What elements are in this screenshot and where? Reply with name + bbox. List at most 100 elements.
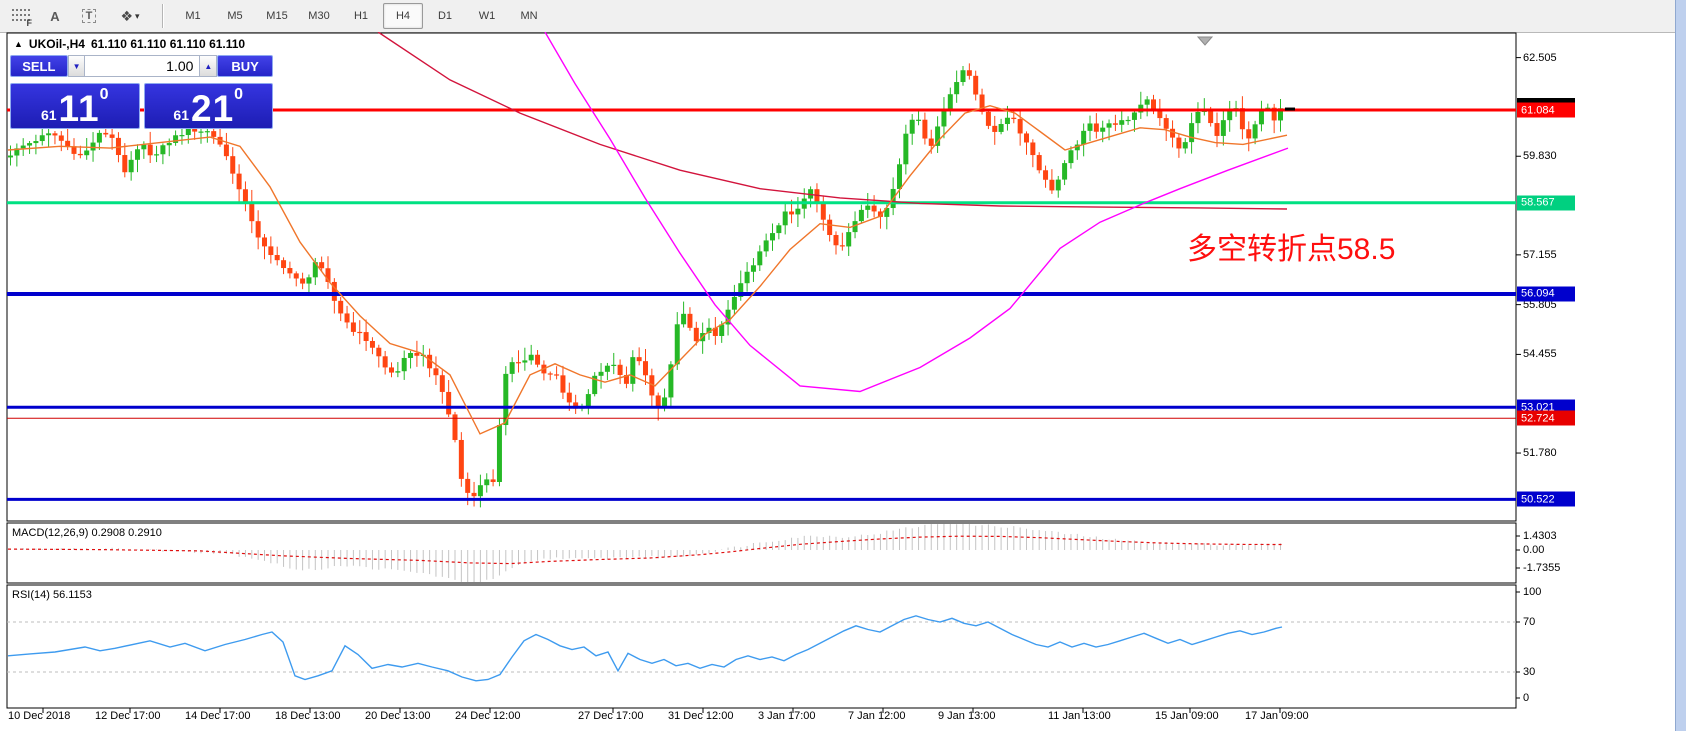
candle-body — [1144, 99, 1150, 105]
candle-body — [1157, 109, 1163, 119]
timeframe-button-w1[interactable]: W1 — [478, 10, 496, 22]
buy-button[interactable]: BUY — [217, 55, 273, 77]
volume-increase-button[interactable]: ▲ — [199, 55, 218, 77]
candle-body — [617, 364, 623, 375]
candle-body — [8, 155, 13, 158]
volume-decrease-button[interactable]: ▼ — [67, 55, 86, 77]
candle-body — [1017, 119, 1023, 134]
time-axis-label[interactable]: 31 Dec 12:00 — [668, 710, 734, 722]
candle-body — [1074, 144, 1080, 151]
candle-body — [960, 70, 966, 83]
candle-body — [46, 133, 52, 136]
toolbar-separator — [162, 4, 164, 28]
candle-body — [1131, 112, 1137, 120]
candle-body — [484, 479, 490, 486]
buy-price-prefix: 61 — [173, 107, 189, 123]
time-axis-label[interactable]: 9 Jan 13:00 — [938, 710, 996, 722]
text-t-icon: T — [81, 9, 97, 23]
buy-price-panel[interactable]: 61 21 0 — [143, 83, 273, 129]
sell-price-sup: 0 — [99, 86, 109, 103]
label-tool-button[interactable]: A — [42, 4, 68, 28]
candle-body — [427, 354, 433, 369]
candle-body — [833, 235, 839, 246]
time-axis-label[interactable]: 12 Dec 17:00 — [95, 710, 161, 722]
timeframe-button-m5[interactable]: M5 — [227, 10, 243, 22]
candle-body — [935, 126, 941, 146]
candle-body — [77, 153, 83, 156]
candle-body — [636, 357, 642, 362]
candle-body — [598, 371, 604, 376]
timeframe-button-h4[interactable]: H4 — [383, 3, 423, 29]
candle-body — [154, 154, 160, 156]
candle-body — [897, 164, 902, 189]
rsi-scale-label: 100 — [1523, 586, 1542, 598]
time-axis-label[interactable]: 3 Jan 17:00 — [758, 710, 816, 722]
time-axis-label[interactable]: 10 Dec 2018 — [8, 710, 71, 722]
candle-body — [14, 148, 20, 156]
candle-body — [312, 262, 318, 278]
time-axis-label[interactable]: 20 Dec 13:00 — [365, 710, 431, 722]
time-axis-label[interactable]: 17 Jan 09:00 — [1245, 710, 1309, 722]
time-axis-label[interactable]: 27 Dec 17:00 — [578, 710, 644, 722]
candle-body — [293, 273, 299, 279]
candle-body — [1214, 123, 1220, 136]
candle-body — [490, 479, 496, 482]
time-axis-label[interactable]: 14 Dec 17:00 — [185, 710, 251, 722]
chart-area[interactable]: ▲ UKOil-,H4 61.110 61.110 61.110 61.110 … — [0, 32, 1686, 731]
price-scale-label: 57.155 — [1523, 248, 1557, 261]
arrows-tool-button[interactable]: ❖ ▾ — [110, 4, 150, 28]
candle-body — [331, 281, 337, 301]
candle-body — [249, 202, 255, 222]
label-a-icon: A — [50, 8, 60, 24]
last-price-dash — [1285, 107, 1295, 111]
price-chart-canvas[interactable] — [0, 32, 1686, 731]
text-tool-button[interactable]: T — [76, 4, 102, 28]
fibonacci-tool-button[interactable]: F — [8, 4, 34, 28]
candle-body — [985, 111, 991, 126]
time-axis-label[interactable]: 15 Jan 09:00 — [1155, 710, 1219, 722]
candle-body — [369, 340, 375, 348]
timeframe-button-m1[interactable]: M1 — [185, 10, 201, 22]
timeframe-button-m15[interactable]: M15 — [266, 10, 288, 22]
timeframe-button-d1[interactable]: D1 — [437, 10, 453, 22]
price-scale-label: 54.455 — [1523, 348, 1557, 361]
candle-body — [433, 368, 439, 376]
time-axis-label[interactable]: 7 Jan 12:00 — [848, 710, 906, 722]
candle-body — [211, 131, 217, 137]
candle-body — [84, 150, 90, 156]
timeframe-button-mn[interactable]: MN — [520, 10, 538, 22]
candle-body — [1278, 108, 1283, 121]
sell-price-panel[interactable]: 61 11 0 — [10, 83, 140, 129]
sell-button[interactable]: SELL — [10, 55, 68, 77]
candle-body — [992, 125, 998, 132]
candle-body — [1151, 99, 1156, 110]
candle-body — [979, 94, 985, 112]
candle-body — [350, 322, 356, 332]
timeframe-button-m30[interactable]: M30 — [308, 10, 330, 22]
candle-body — [852, 221, 858, 233]
candle-body — [655, 395, 661, 409]
collapse-triangle-icon[interactable]: ▲ — [14, 39, 23, 49]
candle-body — [1265, 107, 1271, 109]
candle-body — [1252, 124, 1258, 139]
candle-body — [954, 82, 960, 95]
candle-body — [941, 109, 947, 127]
candle-body — [1239, 108, 1245, 130]
candle-body — [706, 327, 712, 334]
time-axis-label[interactable]: 11 Jan 13:00 — [1048, 710, 1111, 722]
candle-body — [179, 135, 185, 137]
chevron-down-icon: ▾ — [135, 10, 140, 21]
candle-body — [20, 145, 26, 149]
candle-body — [223, 144, 229, 157]
rsi-scale-label: 30 — [1523, 666, 1536, 678]
time-axis-label[interactable]: 18 Dec 13:00 — [275, 710, 341, 722]
candle-body — [71, 146, 77, 154]
candle-body — [160, 145, 166, 155]
candle-body — [573, 402, 579, 409]
timeframe-button-h1[interactable]: H1 — [353, 10, 369, 22]
time-axis-label[interactable]: 24 Dec 12:00 — [455, 710, 521, 722]
window-edge-strip — [1675, 0, 1686, 731]
candle-body — [744, 271, 750, 284]
candle-body — [1258, 108, 1264, 125]
volume-input[interactable] — [85, 55, 200, 77]
